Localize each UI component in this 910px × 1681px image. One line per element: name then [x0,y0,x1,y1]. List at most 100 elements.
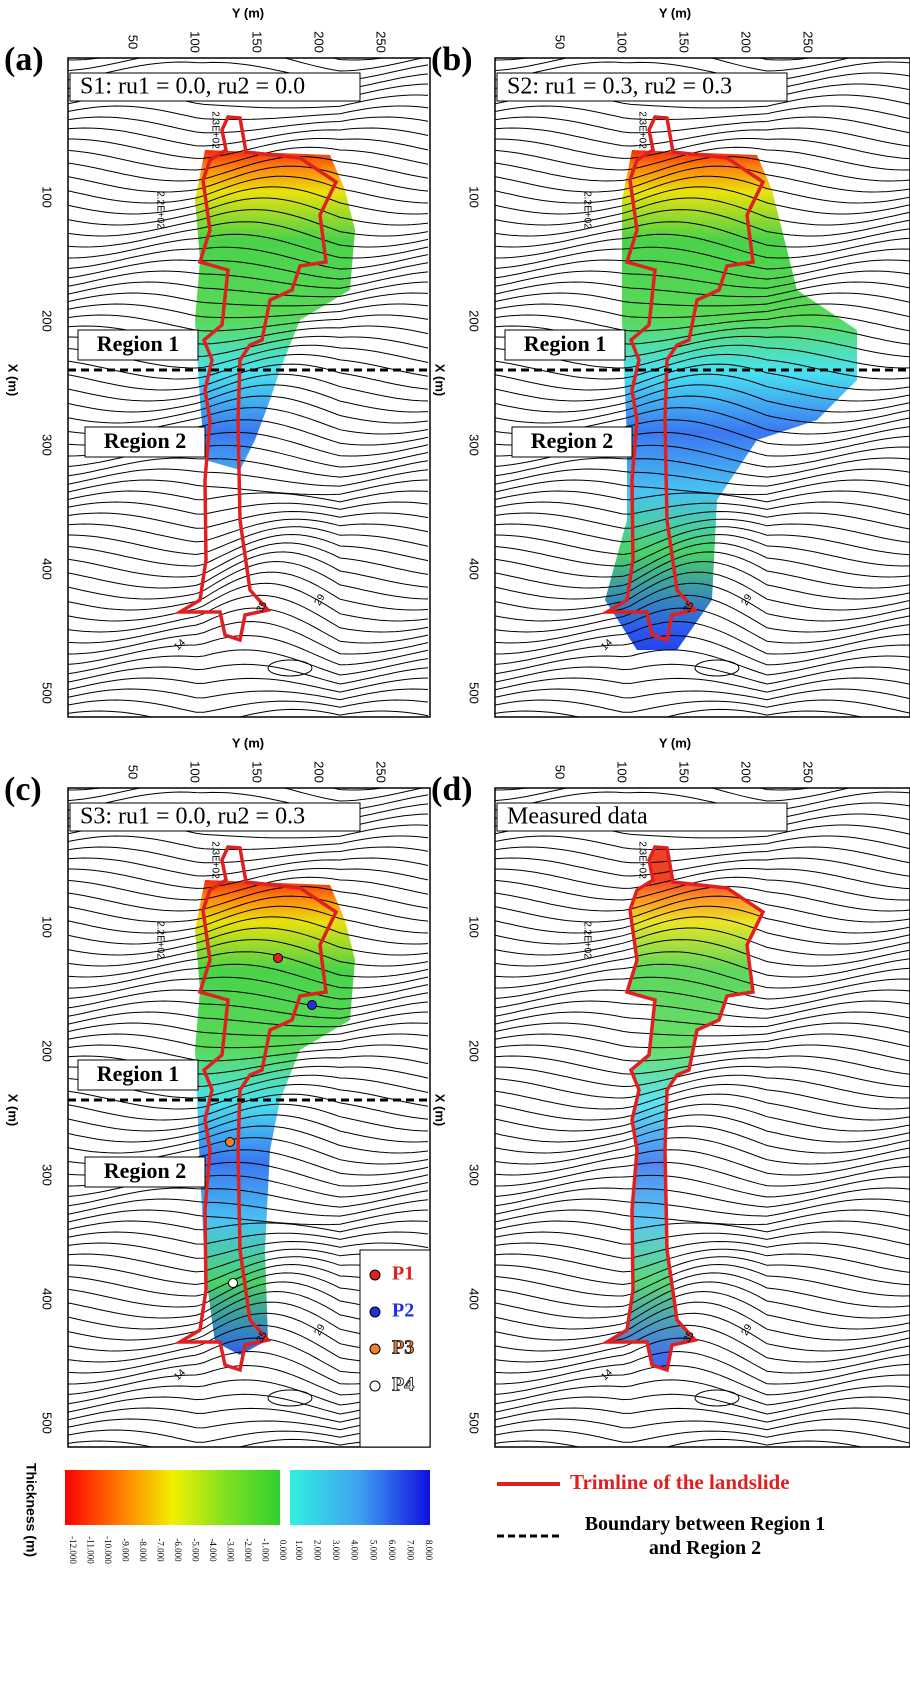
contour-line [495,1337,910,1374]
left-tick-label: 400 [467,558,482,580]
left-tick-label: 200 [40,1040,55,1062]
contour-line [68,560,429,600]
contour-line [495,175,910,204]
region-label: Region 2 [531,428,614,453]
contour-line [495,457,910,478]
contour-line [495,663,910,685]
contour-line [495,1272,910,1308]
contour-line [68,607,429,644]
contour-line [495,395,910,424]
left-tick-label: 500 [40,1412,55,1434]
top-tick-label: 50 [553,765,568,779]
contour-line [68,468,429,487]
top-tick-label: 100 [188,31,203,53]
contour-line [495,533,910,567]
contour-line [68,314,429,332]
contour-line [68,353,429,380]
contour-line [495,916,910,945]
contour-line [495,791,910,812]
left-tick-label: 400 [40,1288,55,1310]
contour-line [495,699,910,714]
legend-marker [369,1380,381,1392]
left-tick-label: 200 [467,310,482,332]
contour-line [495,620,910,655]
frame [494,57,910,718]
left-axis-label: X (m) [433,364,448,397]
colorbar-tick-label: -11.000 [85,1536,95,1564]
contour-label: 14 [172,637,188,653]
contour-line [495,1065,910,1088]
contour-line [495,876,910,901]
colorbar-tick-label: 1.000 [294,1540,304,1561]
contour-label: 14 [172,1367,188,1383]
contour-line [68,61,429,82]
trimline [173,845,339,1373]
contour-line [495,1438,864,1447]
contour-line [495,221,910,248]
contour-line [495,1093,910,1121]
colorbar-tick-label: -12.000 [68,1536,78,1564]
contour-line [495,1174,910,1198]
left-tick-label: 300 [40,1164,55,1186]
contour-line [495,1149,910,1176]
contour-line [495,708,864,717]
top-tick-label: 250 [801,31,816,53]
contour-line [68,916,429,945]
legend-marker [369,1306,381,1318]
contour-line [495,259,910,280]
top-tick-label: 150 [250,31,265,53]
contour-line [68,58,386,61]
contour-label: 29 [740,1322,755,1338]
top-tick-label: 200 [739,761,754,783]
colorbar-tick-label: -5.000 [190,1538,200,1562]
top-tick-label: 100 [188,761,203,783]
left-tick-label: 300 [467,1164,482,1186]
contour-line [68,885,429,912]
top-axis-label: Y (m) [232,5,264,20]
contour-line [68,501,429,515]
frame [494,787,910,1448]
contour-line [495,1290,910,1330]
colorbar-label: Thickness (m) [23,1463,39,1557]
region-label: Region 1 [97,1061,180,1086]
colorbar-positive [290,1470,430,1525]
contour-line [495,594,910,633]
contour-line [495,246,910,270]
contour-line [68,155,429,182]
contour-line [495,281,910,298]
panel-title: S2: ru1 = 0.3, ru2 = 0.3 [507,74,732,100]
contour-line [68,976,429,1000]
map: 2.3E+02 2.2E+02 29 35 14 [495,58,910,717]
top-tick-label: 200 [739,31,754,53]
contour-line [68,186,429,215]
contour-line [495,363,910,391]
contour-line [68,1125,429,1154]
frame [67,787,431,1448]
map: 2.3E+02 2.2E+02 29 35 14 [495,788,910,1447]
contour-line [68,788,425,802]
contour-line [68,571,429,611]
contour-line [68,835,429,850]
contour-line [495,582,910,622]
top-tick-label: 150 [677,31,692,53]
colorbar-tick-label: -1.000 [260,1538,270,1562]
contour-line [495,1103,910,1132]
contour-line [68,457,429,478]
colorbar-tick-label: 6.000 [387,1540,397,1561]
contour-line [495,868,910,890]
contour-line [68,895,429,923]
contour-line [495,607,910,644]
contour-line [495,468,910,487]
contour-line [68,197,429,226]
contour-line [68,479,429,496]
panel-title: Measured data [507,804,648,830]
contour-line [68,175,429,204]
contour-line [694,659,740,677]
contour-line [495,1256,910,1286]
left-tick-label: 300 [467,434,482,456]
contour-line [68,791,429,812]
contour-line [495,1083,910,1110]
contour-line [495,1393,910,1415]
